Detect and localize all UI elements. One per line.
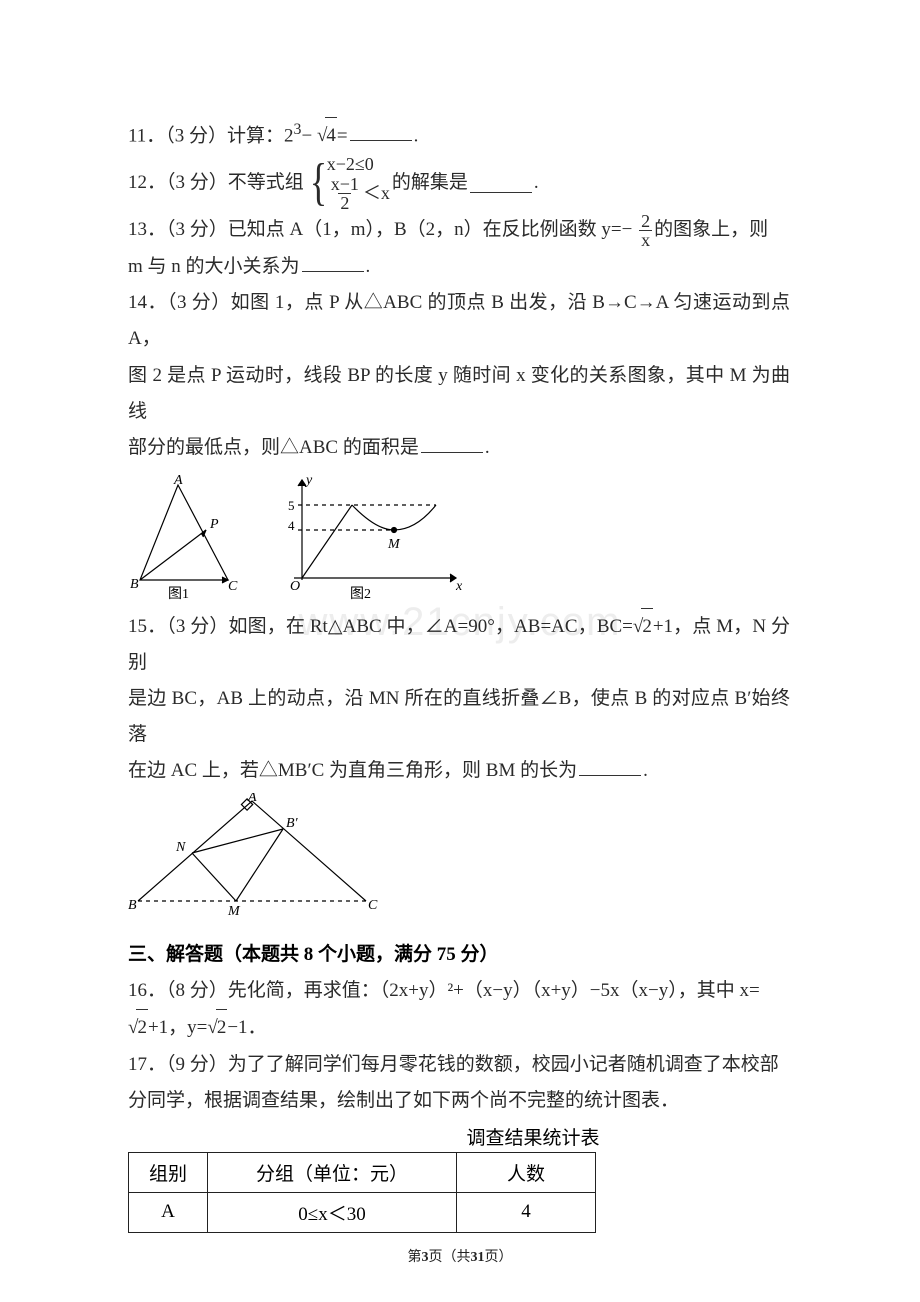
fig1-B: B [130, 577, 139, 592]
footer-total: 31 [471, 1250, 485, 1265]
table-row: A 0≤x＜30 4 [129, 1192, 596, 1232]
q15-period: . [643, 760, 648, 781]
fig3-Bp: B′ [286, 816, 299, 831]
q11-blank [350, 121, 412, 141]
q16-sqrt-a: 2 [136, 1009, 148, 1046]
q14-l3-text: 部分的最低点，则△ABC 的面积是 [128, 437, 419, 458]
q11: 11．（3 分）计算：23− √4=. [128, 115, 790, 154]
fig3-M: M [227, 904, 241, 918]
q14-l1: 14．（3 分）如图 1，点 P 从△ABC 的顶点 B 出发，沿 B→C→A … [128, 285, 790, 357]
fig3-C: C [368, 898, 378, 913]
q12-prefix: 12．（3 分）不等式组 [128, 165, 304, 201]
q11-minus: − [301, 125, 312, 146]
q11-prefix: 11．（3 分）计算：2 [128, 125, 294, 146]
q12-row1: x−2≤0 [327, 154, 390, 175]
fig2-x: x [455, 579, 463, 594]
fig3-B: B [128, 898, 137, 913]
q13-frac-bot: x [639, 230, 652, 249]
fig1-C: C [228, 579, 238, 594]
q12-row2-op: ＜x [363, 183, 390, 204]
q14-fig2: y x O 5 4 M 图2 [266, 470, 466, 600]
q15-figure: A B C B′ N M [128, 793, 790, 923]
q14-figures: A B C P 图1 [128, 470, 790, 600]
q14-l2: 图 2 是点 P 运动时，线段 BP 的长度 y 随时间 x 变化的关系图象，其… [128, 358, 790, 430]
footer-page: 3 [422, 1250, 429, 1265]
q12: 12．（3 分）不等式组 { x−2≤0 x−1 2 ＜x 的解集是. [128, 154, 790, 212]
survey-table: 组别 分组（单位：元） 人数 A 0≤x＜30 4 [128, 1152, 596, 1233]
q12-frac-bot: 2 [338, 193, 351, 212]
td-group: A [129, 1192, 208, 1232]
fig2-4: 4 [288, 518, 295, 533]
fig3-N: N [175, 840, 186, 855]
q13-blank [302, 252, 364, 272]
q11-eq: = [337, 125, 348, 146]
q13-l1a: 13．（3 分）已知点 A（1，m），B（2，n）在反比例函数 y=− [128, 219, 632, 240]
q12-brace-group: { x−2≤0 x−1 2 ＜x [306, 154, 390, 212]
q17-l1: 17．（9 分）为了了解同学们每月零花钱的数额，校园小记者随机调查了本校部 [128, 1047, 790, 1083]
q13-l2: m 与 n 的大小关系为. [128, 249, 790, 285]
q13-period: . [366, 256, 371, 277]
q15-l1a: 15．（3 分）如图，在 Rt△ABC 中，∠A=90°，AB=AC，BC= [128, 616, 633, 637]
q14-l3: 部分的最低点，则△ABC 的面积是. [128, 430, 790, 466]
th-range: 分组（单位：元） [208, 1152, 457, 1192]
fig1-A: A [173, 473, 183, 488]
q15-l2: 是边 BC，AB 上的动点，沿 MN 所在的直线折叠∠B，使点 B 的对应点 B… [128, 681, 790, 753]
q13-frac: 2 x [639, 212, 652, 249]
footer-a: 第 [408, 1250, 422, 1265]
q14-fig1: A B C P 图1 [128, 470, 258, 600]
brace-icon: { [310, 162, 327, 204]
q12-period: . [534, 165, 539, 201]
q15-l3-text: 在边 AC 上，若△MB′C 为直角三角形，则 BM 的长为 [128, 760, 577, 781]
td-count: 4 [457, 1192, 596, 1232]
footer-b: 页（共 [429, 1250, 471, 1265]
q12-after: 的解集是 [392, 165, 468, 201]
fig2-M: M [387, 537, 401, 552]
fig2-y: y [304, 473, 313, 488]
th-group: 组别 [129, 1152, 208, 1192]
footer-c: 页） [485, 1250, 513, 1265]
td-range: 0≤x＜30 [208, 1192, 457, 1232]
q15-l1: 15．（3 分）如图，在 Rt△ABC 中，∠A=90°，AB=AC，BC=√2… [128, 608, 790, 681]
q16-l2b: −1． [227, 1017, 266, 1038]
fig1-P: P [209, 517, 219, 532]
q16-l2a: +1，y= [148, 1017, 207, 1038]
q12-frac-top: x−1 [329, 175, 361, 193]
fig1-caption: 图1 [168, 587, 189, 600]
q16-sqrt-b: 2 [216, 1009, 228, 1046]
q14-blank [421, 433, 483, 453]
fig3-A: A [247, 793, 257, 805]
fig2-O: O [290, 579, 300, 594]
table-header-row: 组别 分组（单位：元） 人数 [129, 1152, 596, 1192]
q12-frac: x−1 2 [329, 175, 361, 212]
q15-blank [579, 756, 641, 776]
q11-sqrt-val: 4 [325, 117, 337, 154]
q13-l2-text: m 与 n 的大小关系为 [128, 256, 300, 277]
th-count: 人数 [457, 1152, 596, 1192]
fig2-caption: 图2 [350, 587, 371, 600]
page-footer: 第3页（共31页） [0, 1246, 920, 1266]
section3-heading: 三、解答题（本题共 8 个小题，满分 75 分） [128, 937, 790, 973]
q15-sqrt2: 2 [641, 608, 653, 645]
q16-l1: 16．（8 分）先化简，再求值：（2x+y）²+（x−y）（x+y）−5x（x−… [128, 973, 790, 1009]
q17-l2: 分同学，根据调查结果，绘制出了如下两个尚不完整的统计图表． [128, 1083, 790, 1119]
q12-blank [470, 173, 532, 193]
fig2-5: 5 [288, 498, 295, 513]
q13-l1b: 的图象上，则 [654, 219, 768, 240]
q13-l1: 13．（3 分）已知点 A（1，m），B（2，n）在反比例函数 y=− 2 x … [128, 212, 790, 249]
q13-frac-top: 2 [639, 212, 652, 230]
q15-l3: 在边 AC 上，若△MB′C 为直角三角形，则 BM 的长为. [128, 753, 790, 789]
q11-period: . [414, 125, 419, 146]
q14-period: . [485, 437, 490, 458]
table-title: 调查结果统计表 [313, 1123, 753, 1150]
q16-l2: √2+1，y=√2−1． [128, 1009, 790, 1046]
